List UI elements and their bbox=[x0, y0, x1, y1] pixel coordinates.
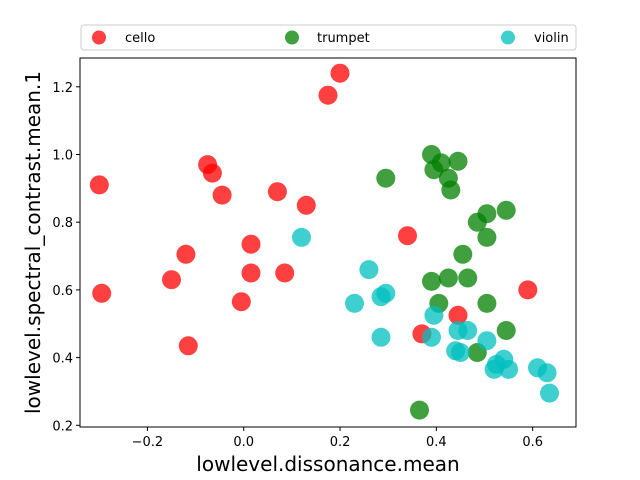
x-tick-label: 0.4 bbox=[426, 435, 447, 450]
y-tick-label: 1.0 bbox=[52, 148, 73, 163]
trumpet-point bbox=[477, 227, 497, 247]
cello-point bbox=[176, 244, 196, 264]
trumpet-point bbox=[458, 268, 478, 288]
cello-point bbox=[89, 175, 109, 195]
y-tick-label: 0.6 bbox=[52, 284, 73, 299]
violin-point bbox=[450, 343, 470, 362]
cello-point bbox=[398, 226, 417, 246]
cello-point bbox=[178, 336, 198, 356]
violin-point bbox=[371, 287, 391, 307]
cello-point bbox=[162, 270, 181, 290]
x-tick-label: 0.0 bbox=[233, 435, 254, 450]
cello-legend-marker bbox=[92, 30, 106, 45]
trumpet-point bbox=[496, 200, 516, 220]
trumpet-point bbox=[496, 321, 516, 340]
violin-legend-label: violin bbox=[534, 31, 569, 46]
x-tick-label: −0.2 bbox=[132, 435, 164, 450]
violin-point bbox=[458, 321, 478, 340]
x-tick-label: 0.6 bbox=[522, 435, 543, 450]
y-axis-label: lowlevel.spectral_contrast.mean.1 bbox=[21, 71, 45, 414]
violin-point bbox=[371, 327, 391, 347]
trumpet-point bbox=[441, 180, 461, 200]
cello-point bbox=[275, 263, 295, 283]
trumpet-point bbox=[467, 212, 487, 232]
cello-point bbox=[231, 292, 251, 312]
y-tick-label: 0.4 bbox=[52, 352, 73, 367]
legend-box bbox=[80, 24, 577, 51]
x-axis-ticks: −0.2 0.0 0.2 0.4 0.6 bbox=[132, 427, 543, 450]
violin-point bbox=[477, 331, 497, 351]
violin-point bbox=[424, 305, 444, 325]
legend: cello trumpet violin bbox=[80, 24, 577, 51]
cello-point bbox=[518, 280, 538, 300]
trumpet-point bbox=[477, 293, 497, 313]
trumpet-legend-marker bbox=[285, 30, 299, 45]
cello-point bbox=[296, 195, 316, 215]
cello-point bbox=[202, 163, 222, 183]
trumpet-point bbox=[424, 160, 444, 180]
trumpet-point bbox=[422, 271, 441, 291]
cello-point bbox=[241, 234, 261, 254]
trumpet-point bbox=[448, 151, 468, 171]
cello-point bbox=[318, 85, 338, 105]
violin-point bbox=[345, 293, 364, 313]
trumpet-legend-label: trumpet bbox=[317, 31, 370, 46]
violin-point bbox=[359, 260, 379, 280]
cello-legend-label: cello bbox=[125, 31, 155, 46]
trumpet-point bbox=[453, 244, 473, 264]
cello-point bbox=[448, 305, 468, 325]
y-tick-label: 0.8 bbox=[52, 216, 73, 231]
violin-point bbox=[484, 359, 504, 379]
x-axis-label: lowlevel.dissonance.mean bbox=[196, 452, 459, 476]
trumpet-point bbox=[376, 168, 396, 188]
y-axis-ticks: 0.2 0.4 0.6 0.8 1.0 1.2 bbox=[52, 81, 80, 434]
violin-point bbox=[540, 383, 559, 403]
cello-point bbox=[241, 263, 261, 283]
cello-point bbox=[267, 182, 287, 202]
data-points bbox=[89, 63, 559, 420]
trumpet-point bbox=[438, 268, 458, 288]
trumpet-point bbox=[410, 400, 429, 420]
violin-point bbox=[537, 363, 557, 383]
y-tick-label: 1.2 bbox=[52, 81, 73, 96]
violin-point bbox=[422, 327, 441, 347]
cello-point bbox=[92, 283, 112, 303]
violin-legend-marker bbox=[501, 30, 515, 45]
plot-frame bbox=[79, 57, 577, 428]
violin-point bbox=[292, 227, 311, 247]
cello-point bbox=[212, 185, 232, 205]
violin-point bbox=[499, 359, 519, 379]
cello-point bbox=[330, 63, 350, 83]
y-tick-label: 0.2 bbox=[52, 419, 73, 434]
x-tick-label: 0.2 bbox=[330, 435, 351, 450]
